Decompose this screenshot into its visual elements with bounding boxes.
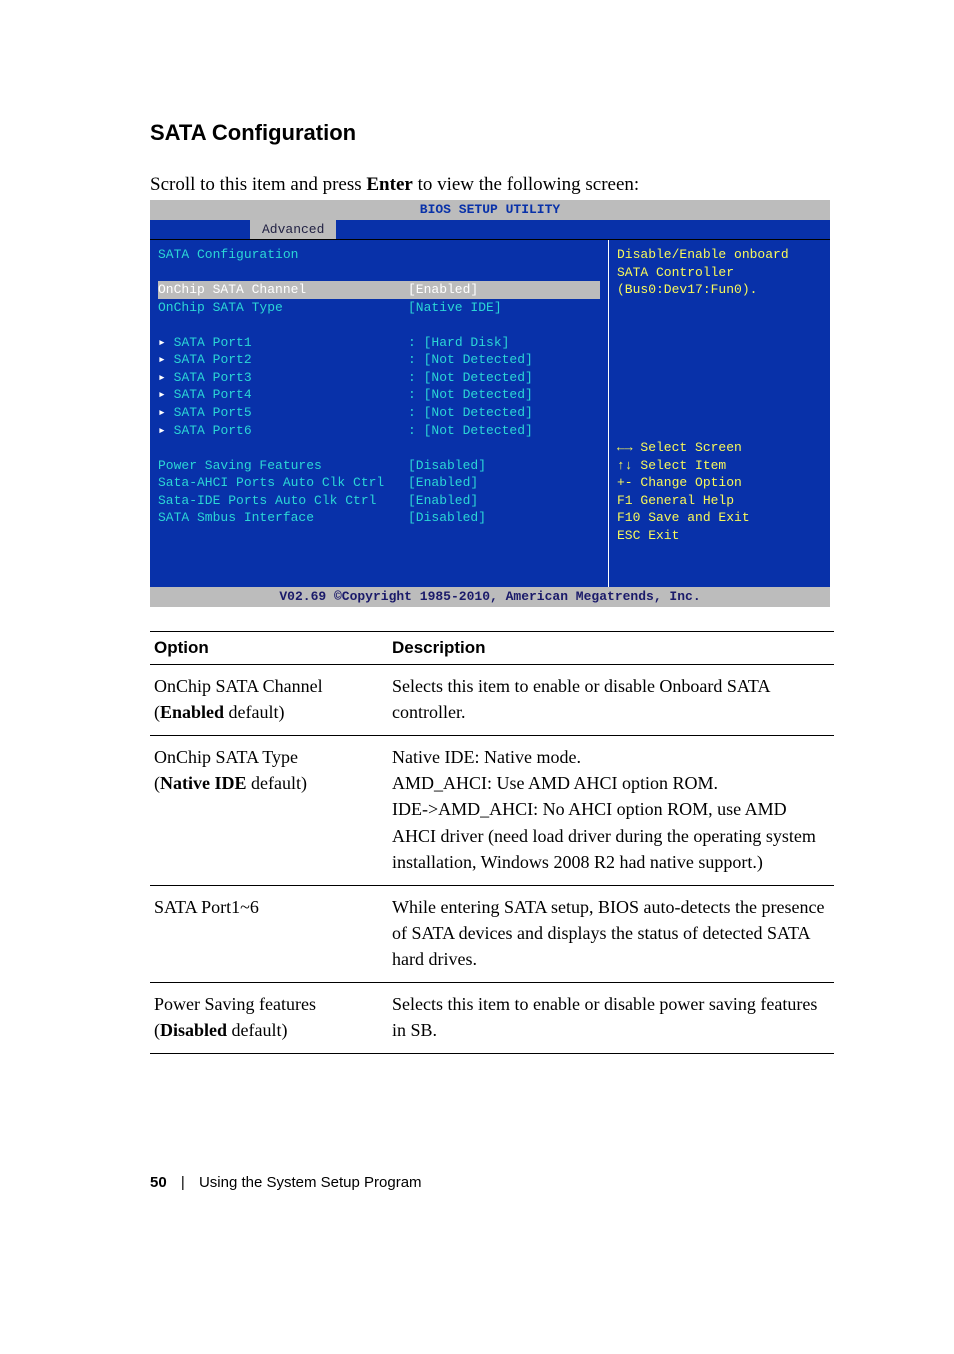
bios-nav-line: ←→ Select Screen (617, 439, 822, 457)
opt-name: SATA Port1~6 (154, 897, 259, 917)
options-table: Option Description OnChip SATA Channel (… (150, 631, 834, 1054)
opt-name: OnChip SATA Channel (154, 676, 323, 696)
table-row: OnChip SATA Type (Native IDE default) Na… (150, 736, 834, 885)
bios-right-panel: Disable/Enable onboard SATA Controller (… (608, 240, 830, 587)
opt-desc: Native IDE: Native mode. AMD_AHCI: Use A… (388, 736, 834, 885)
bios-label: Sata-AHCI Ports Auto Clk Ctrl (158, 474, 408, 492)
bios-port-label: SATA Port5 (174, 405, 252, 420)
bios-value: [Disabled] (408, 457, 600, 475)
opt-name: OnChip SATA Type (154, 747, 298, 767)
bios-footer: V02.69 ©Copyright 1985-2010, American Me… (150, 587, 830, 607)
bios-label: Sata-IDE Ports Auto Clk Ctrl (158, 492, 408, 510)
bios-value: [Enabled] (408, 492, 600, 510)
bios-nav-line: F1 General Help (617, 492, 822, 510)
bios-port-row[interactable]: ▸ SATA Port2 : [Not Detected] (158, 351, 600, 369)
bios-item-sata-ide-clk[interactable]: Sata-IDE Ports Auto Clk Ctrl [Enabled] (158, 492, 600, 510)
bios-nav-line: ↑↓ Select Item (617, 457, 822, 475)
bios-port-value: [Not Detected] (424, 423, 533, 438)
bios-titlebar: BIOS SETUP UTILITY (150, 200, 830, 220)
bios-port-label: SATA Port1 (174, 335, 252, 350)
opt-desc: Selects this item to enable or disable p… (388, 982, 834, 1053)
bios-port-value: [Not Detected] (424, 352, 533, 367)
bios-port-row[interactable]: ▸ SATA Port4 : [Not Detected] (158, 386, 600, 404)
bios-nav-line: F10 Save and Exit (617, 509, 822, 527)
opt-name: Power Saving features (154, 994, 316, 1014)
bios-screenshot: BIOS SETUP UTILITY Advanced SATA Configu… (150, 200, 830, 607)
bios-help-line: Disable/Enable onboard (617, 246, 822, 264)
intro-pre: Scroll to this item and press (150, 174, 366, 195)
bios-value: [Native IDE] (408, 299, 600, 317)
section-title: SATA Configuration (150, 120, 834, 146)
bios-nav-line: ESC Exit (617, 527, 822, 545)
bios-port-label: SATA Port4 (174, 387, 252, 402)
bios-port-row[interactable]: ▸ SATA Port6 : [Not Detected] (158, 422, 600, 440)
bios-label: OnChip SATA Type (158, 299, 408, 317)
bios-item-sata-ahci-clk[interactable]: Sata-AHCI Ports Auto Clk Ctrl [Enabled] (158, 474, 600, 492)
bios-item-onchip-sata-channel[interactable]: OnChip SATA Channel [Enabled] (158, 281, 600, 299)
table-row: Power Saving features (Disabled default)… (150, 982, 834, 1053)
bios-value: [Disabled] (408, 509, 600, 527)
bios-port-label: SATA Port3 (174, 370, 252, 385)
table-head-option: Option (150, 632, 388, 665)
bios-label: Power Saving Features (158, 457, 408, 475)
opt-paren-post: default) (227, 1020, 287, 1040)
bios-item-onchip-sata-type[interactable]: OnChip SATA Type [Native IDE] (158, 299, 600, 317)
bios-port-row[interactable]: ▸ SATA Port3 : [Not Detected] (158, 369, 600, 387)
footer-separator: | (181, 1174, 185, 1191)
table-head-description: Description (388, 632, 834, 665)
bios-heading: SATA Configuration (158, 246, 298, 264)
intro-post: to view the following screen: (413, 174, 639, 195)
bios-item-power-saving[interactable]: Power Saving Features [Disabled] (158, 457, 600, 475)
bios-value: [Enabled] (408, 281, 600, 299)
bios-left-panel: SATA Configuration OnChip SATA Channel [… (150, 240, 608, 587)
table-row: SATA Port1~6 While entering SATA setup, … (150, 885, 834, 982)
bios-port-value: [Not Detected] (424, 387, 533, 402)
bios-nav-line: +- Change Option (617, 474, 822, 492)
opt-desc: Selects this item to enable or disable O… (388, 665, 834, 736)
bios-help-line: (Bus0:Dev17:Fun0). (617, 281, 822, 299)
footer-title: Using the System Setup Program (199, 1174, 422, 1191)
bios-label: SATA Smbus Interface (158, 509, 408, 527)
bios-port-row[interactable]: ▸ SATA Port1 : [Hard Disk] (158, 334, 600, 352)
bios-help-line: SATA Controller (617, 264, 822, 282)
bios-port-value: [Not Detected] (424, 405, 533, 420)
opt-bold: Disabled (160, 1020, 227, 1040)
page-footer: 50 | Using the System Setup Program (150, 1174, 834, 1191)
opt-bold: Enabled (160, 702, 224, 722)
opt-desc: While entering SATA setup, BIOS auto-det… (388, 885, 834, 982)
bios-tab-row: Advanced (150, 220, 830, 240)
bios-port-label: SATA Port2 (174, 352, 252, 367)
page-number: 50 (150, 1174, 167, 1191)
opt-paren-post: default) (224, 702, 284, 722)
intro-bold: Enter (366, 174, 412, 195)
bios-value: [Enabled] (408, 474, 600, 492)
opt-bold: Native IDE (160, 773, 247, 793)
bios-port-value: [Not Detected] (424, 370, 533, 385)
intro-text: Scroll to this item and press Enter to v… (150, 174, 834, 196)
bios-label: OnChip SATA Channel (158, 281, 408, 299)
bios-tab-advanced[interactable]: Advanced (250, 220, 336, 240)
bios-port-label: SATA Port6 (174, 423, 252, 438)
opt-paren-post: default) (247, 773, 307, 793)
bios-port-value: [Hard Disk] (424, 335, 510, 350)
bios-item-sata-smbus[interactable]: SATA Smbus Interface [Disabled] (158, 509, 600, 527)
bios-port-row[interactable]: ▸ SATA Port5 : [Not Detected] (158, 404, 600, 422)
table-row: OnChip SATA Channel (Enabled default) Se… (150, 665, 834, 736)
